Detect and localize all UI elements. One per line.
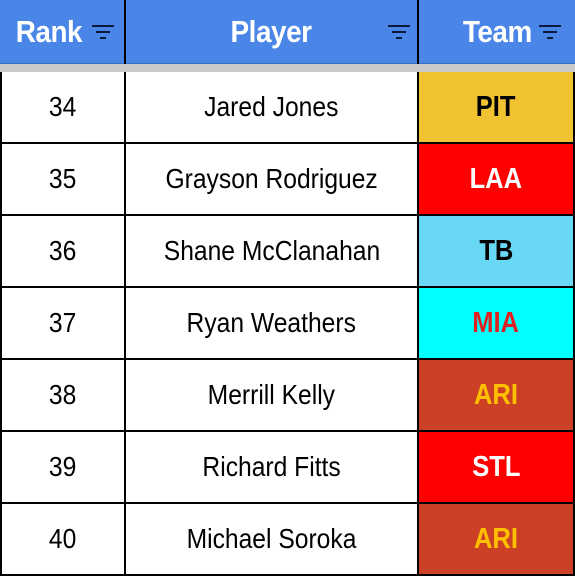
- table-row[interactable]: 35 Grayson Rodriguez LAA: [0, 144, 575, 216]
- table-row[interactable]: 40 Michael Soroka ARI: [0, 504, 575, 576]
- player-cell[interactable]: Ryan Weathers: [126, 288, 419, 358]
- rank-cell[interactable]: 37: [0, 288, 126, 358]
- filter-icon[interactable]: [388, 25, 410, 41]
- table-row[interactable]: 37 Ryan Weathers MIA: [0, 288, 575, 360]
- table-row[interactable]: 39 Richard Fitts STL: [0, 432, 575, 504]
- table-body: 34 Jared Jones PIT 35 Grayson Rodriguez …: [0, 72, 575, 576]
- frozen-row-divider: [0, 64, 575, 72]
- player-cell[interactable]: Jared Jones: [126, 72, 419, 142]
- team-cell[interactable]: MIA: [419, 288, 575, 358]
- table-row[interactable]: 34 Jared Jones PIT: [0, 72, 575, 144]
- rank-cell[interactable]: 36: [0, 216, 126, 286]
- rank-cell[interactable]: 39: [0, 432, 126, 502]
- column-header-team-label: Team: [462, 14, 532, 49]
- player-cell[interactable]: Grayson Rodriguez: [126, 144, 419, 214]
- team-cell[interactable]: PIT: [419, 72, 575, 142]
- column-header-player-label: Player: [230, 14, 313, 49]
- column-header-player[interactable]: Player: [126, 0, 419, 64]
- column-header-team[interactable]: Team: [419, 0, 575, 64]
- player-cell[interactable]: Merrill Kelly: [126, 360, 419, 430]
- column-header-rank[interactable]: Rank: [0, 0, 126, 64]
- team-cell[interactable]: STL: [419, 432, 575, 502]
- rank-cell[interactable]: 35: [0, 144, 126, 214]
- filter-icon[interactable]: [539, 25, 561, 41]
- rank-cell[interactable]: 40: [0, 504, 126, 574]
- team-cell[interactable]: TB: [419, 216, 575, 286]
- table-header: Rank Player Team: [0, 0, 575, 64]
- filter-icon[interactable]: [92, 25, 114, 41]
- player-cell[interactable]: Michael Soroka: [126, 504, 419, 574]
- player-cell[interactable]: Richard Fitts: [126, 432, 419, 502]
- column-header-rank-label: Rank: [15, 14, 83, 49]
- team-cell[interactable]: ARI: [419, 504, 575, 574]
- team-cell[interactable]: ARI: [419, 360, 575, 430]
- team-cell[interactable]: LAA: [419, 144, 575, 214]
- rank-cell[interactable]: 34: [0, 72, 126, 142]
- player-cell[interactable]: Shane McClanahan: [126, 216, 419, 286]
- table-row[interactable]: 38 Merrill Kelly ARI: [0, 360, 575, 432]
- rank-cell[interactable]: 38: [0, 360, 126, 430]
- table-row[interactable]: 36 Shane McClanahan TB: [0, 216, 575, 288]
